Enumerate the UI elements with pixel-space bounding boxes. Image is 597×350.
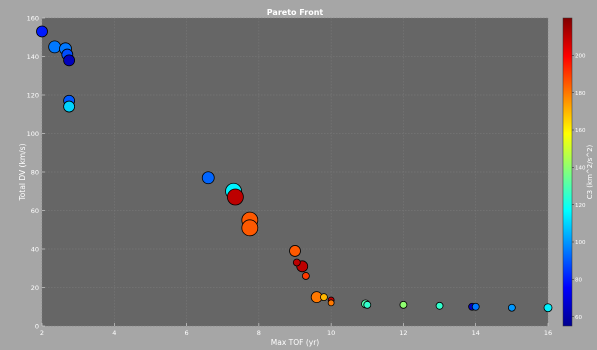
scatter-point [226,188,244,206]
y-tick-label: 40 [31,245,39,253]
colorbar-tick-label: 140 [575,166,586,172]
colorbar [562,17,573,327]
scatter-point [507,303,516,312]
x-tick-label: 4 [112,329,116,337]
scatter-points [36,25,553,313]
y-tick-label: 0 [35,322,39,330]
scatter-point [543,303,553,313]
scatter-point [201,171,215,185]
y-tick-label: 120 [27,91,39,99]
y-tick-label: 100 [27,130,39,138]
scatter-point [363,300,372,309]
x-tick-label: 10 [327,329,335,337]
y-tick-label: 140 [27,53,39,61]
colorbar-tick-label: 180 [575,91,586,97]
y-tick-label: 80 [31,168,39,176]
x-axis-label: Max TOF (yr) [271,338,320,347]
scatter-point [301,272,310,280]
colorbar-tick-label: 120 [575,203,586,209]
scatter-point [320,293,328,302]
colorbar-tick-label: 200 [575,54,586,60]
x-tick-label: 8 [257,329,261,337]
x-tick-label: 12 [399,329,407,337]
scatter-point [399,300,408,309]
x-axis-ticks: 2 4 6 8 10 12 14 16 [40,323,552,337]
x-tick-label: 16 [544,329,552,337]
colorbar-tick-label: 160 [575,128,586,134]
scatter-point [48,40,62,54]
scatter-point [327,299,335,307]
x-tick-label: 2 [40,329,44,337]
colorbar-ticks: 60 80 100 120 140 160 180 200 [572,54,586,321]
scatter-point [63,54,76,67]
colorbar-tick-label: 60 [575,315,582,321]
y-axis-label: Total DV (km/s) [18,143,27,201]
scatter-point [63,100,76,113]
colorbar-tick-label: 80 [575,278,582,284]
chart-title: Pareto Front [267,8,324,17]
y-axis-ticks: 0 20 40 60 80 100 120 140 160 [27,14,45,330]
y-tick-label: 20 [31,284,39,292]
y-tick-label: 160 [27,14,39,22]
scatter-point [289,245,301,257]
x-tick-label: 6 [185,329,189,337]
scatter-point [292,258,301,267]
x-tick-label: 14 [472,329,480,337]
y-tick-label: 60 [31,207,39,215]
scatter-point [435,301,444,310]
scatter-point [471,302,480,311]
scatter-point [36,25,48,38]
colorbar-label: C3 (km^2/s^2) [586,144,594,199]
scatter-point [241,219,259,237]
colorbar-tick-label: 100 [575,240,586,246]
